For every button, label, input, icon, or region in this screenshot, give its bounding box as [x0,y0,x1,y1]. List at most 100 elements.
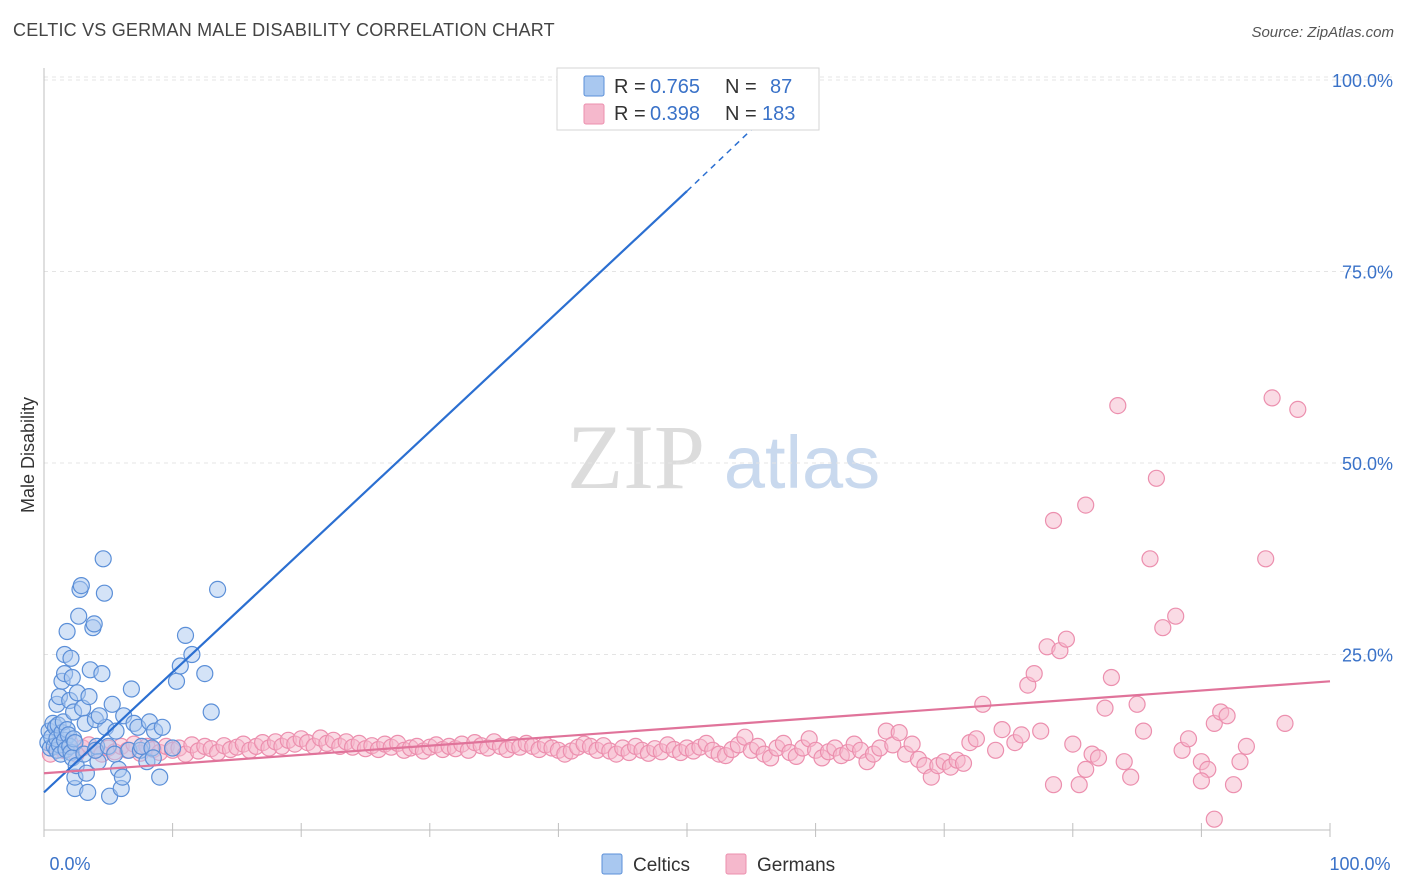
celtics-point-87 [209,580,227,599]
chart-source: Source: ZipAtlas.com [1251,24,1394,41]
x-axis-min-label: 0.0% [49,854,90,874]
germans-point-181 [1044,511,1063,530]
celtics-point-65 [113,768,132,786]
germans-point-178 [1237,737,1256,756]
stats-box: R = 0.765 N = 87 R = 0.398 N = 183 [556,67,820,131]
stats-celtics-n-value: 87 [770,76,792,98]
germans-point-154 [1044,776,1063,794]
legend-celtics-swatch [601,853,623,875]
celtics-trend-line [43,190,688,794]
y-tick-label-50: 50.0% [1342,454,1393,474]
germans-point-163 [1102,668,1121,687]
germans-point-147 [993,720,1011,739]
germans-point-186 [1289,400,1307,418]
trend-lines [43,129,1331,794]
legend-celtics-label: Celtics [633,855,690,876]
celtics-point-76 [144,749,162,767]
germans-point-165 [1122,768,1140,786]
germans-point-152 [1032,722,1050,740]
germans-point-168 [1141,550,1159,568]
watermark-zip: ZIP [567,406,705,508]
germans-point-189 [1231,753,1249,771]
germans-point-161 [1089,749,1108,767]
germans-point-177 [1224,776,1243,794]
germans-point-146 [986,741,1005,759]
celtics-point-79 [153,718,171,736]
stats-celtics-n-label: N = [725,76,757,98]
celtics-point-39 [72,576,90,595]
germans-point-164 [1115,753,1133,771]
celtics-point-57 [90,707,108,725]
watermark-atlas: atlas [724,421,880,504]
germans-point-170 [1167,607,1185,625]
celtics-point-37 [70,607,88,625]
germans-point-190 [1218,707,1236,725]
celtics-point-80 [164,739,182,757]
germans-point-145 [974,695,992,713]
stats-celtics-swatch [583,75,605,97]
germans-point-179 [1257,550,1275,568]
y-tick-label-25: 25.0% [1342,646,1393,666]
germans-point-158 [1070,776,1088,794]
germans-point-149 [1012,726,1031,744]
germans-point-157 [1064,735,1082,753]
celtics-point-30 [62,649,80,667]
germans-point-187 [1205,810,1223,828]
germans-trend-line [43,680,1331,775]
y-tick-label-100: 100.0% [1332,71,1393,91]
stats-celtics-r-label: R = [614,76,646,98]
celtics-point-85 [196,664,214,683]
y-tick-labels: 25.0% 50.0% 75.0% 100.0% [1332,71,1393,666]
germans-point-169 [1154,619,1172,637]
celtics-point-53 [94,550,112,568]
x-axis-max-label: 100.0% [1329,854,1390,874]
chart-title: CELTIC VS GERMAN MALE DISABILITY CORRELA… [13,20,555,40]
stats-germans-n-value: 183 [762,103,795,125]
celtics-point-52 [93,664,111,683]
germans-point-142 [954,754,973,772]
germans-point-184 [1147,469,1166,487]
celtics-point-61 [106,745,124,763]
stats-germans-n-label: N = [725,103,757,125]
y-axis-title: Male Disability [18,397,38,513]
germans-point-159 [1077,760,1095,779]
legend-germans-label: Germans [757,855,835,876]
germans-point-144 [967,730,986,748]
stats-germans-swatch [583,103,605,125]
stats-celtics-r-value: 0.765 [650,76,700,98]
germans-point-182 [1077,496,1095,514]
celtics-point-81 [167,672,186,690]
celtics-point-31 [63,668,81,687]
germans-point-151 [1025,664,1043,683]
celtics-point-83 [176,626,195,645]
celtics-point-68 [122,680,140,698]
celtics-point-54 [95,584,114,602]
celtics-point-44 [79,783,97,802]
legend: Celtics Germans [601,853,835,876]
germans-point-172 [1179,730,1198,748]
celtics-point-22 [66,733,84,752]
x-ticks [43,823,1331,837]
gridlines [44,76,1392,655]
celtics-trend-extension [686,129,752,192]
germans-point-166 [1128,695,1146,713]
watermark: ZIP atlas [567,406,880,508]
stats-germans-r-label: R = [614,103,646,125]
germans-point-162 [1096,699,1114,717]
celtics-point-86 [202,703,220,721]
germans-point-134 [903,735,921,753]
celtics-point-28 [58,622,76,641]
germans-point-167 [1134,722,1153,740]
celtics-point-48 [85,615,103,633]
germans-point-183 [1109,397,1127,415]
germans-point-132 [890,723,908,742]
germans-point-188 [1192,772,1211,790]
stats-germans-r-value: 0.398 [650,103,700,125]
germans-point-180 [1276,714,1294,733]
celtics-point-60 [103,695,121,713]
germans-point-156 [1057,630,1076,648]
legend-germans-swatch [725,853,747,875]
germans-point-185 [1263,389,1281,407]
celtics-point-45 [80,687,98,706]
